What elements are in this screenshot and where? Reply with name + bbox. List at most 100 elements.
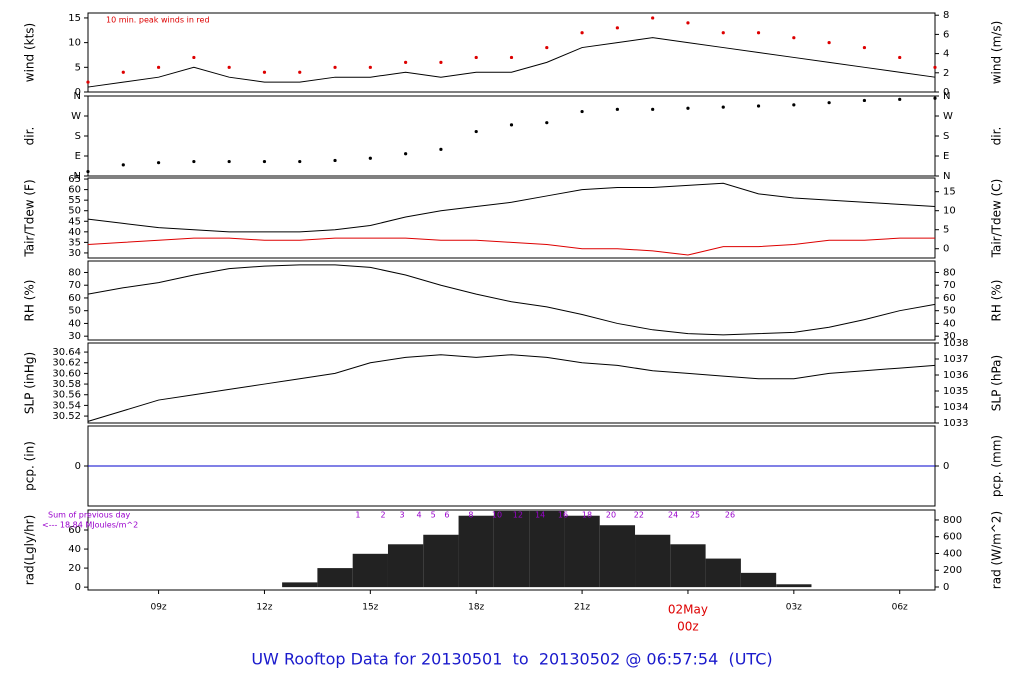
y-tick-label: 50 [68,306,81,317]
y-tick-label: 30 [68,331,81,342]
hour-mark: 6 [444,511,449,520]
y2-tick-label: 4 [943,49,949,60]
hour-mark: 20 [606,511,616,520]
y-tick-label: 40 [68,318,81,329]
y-tick-label: 60 [68,525,81,536]
y-tick-label: 65 [68,174,81,185]
x-tick-label: 18z [468,603,484,613]
y-tick-label: 30.58 [52,379,81,390]
point [474,55,478,60]
y2-axis-label: Tair/Tdew (C) [990,179,1004,259]
y-axis-label: pcp. (in) [23,441,37,491]
y-tick-label: 30.62 [52,358,81,369]
point [862,98,867,103]
y-axis-label: rad(Lgly/hr) [23,515,37,586]
point [86,169,90,174]
y-tick-label: W [71,111,81,122]
y2-axis-label: rad (W/m^2) [990,511,1004,589]
x-tick-label: 12z [256,603,272,613]
hour-mark: 14 [535,511,545,520]
bar [387,544,424,588]
y-tick-label: N [74,171,81,182]
hour-mark: 2 [380,511,385,520]
point [756,31,761,35]
hour-mark: 4 [416,511,421,520]
date-label: 02May [668,603,708,617]
series-line [87,182,936,233]
x-tick-label: 21z [574,603,590,613]
y2-tick-label: 1035 [943,386,968,397]
bar [493,510,530,588]
y2-axis-label: pcp. (mm) [990,435,1004,497]
point [474,129,478,134]
point [439,60,443,64]
bar [740,572,777,588]
y2-tick-label: 1037 [943,354,968,365]
hour-mark: 18 [582,511,592,520]
point [792,36,796,40]
point [227,159,231,164]
y2-tick-label: 70 [943,280,956,291]
y-axis-label: SLP (inHg) [23,352,37,414]
y-tick-label: 30.56 [52,390,81,401]
point [509,123,514,127]
bar [776,584,812,588]
point [933,65,937,69]
point [121,163,125,167]
y2-tick-label: 200 [943,565,962,576]
panel-frame [87,509,936,591]
point [615,26,619,30]
point [580,31,584,35]
point [86,80,90,84]
y2-tick-label: 600 [943,532,962,543]
y-tick-label: 5 [75,62,81,73]
point [615,107,619,111]
series-line [87,354,936,422]
point [333,65,337,69]
point [368,156,372,160]
y-tick-label: 60 [68,293,81,304]
y-tick-label: 60 [68,185,81,196]
hour-mark: 5 [431,511,436,520]
y-axis-label: dir. [23,127,37,146]
y-tick-label: E [75,151,81,162]
hour-mark: 8 [468,511,473,520]
point [580,109,584,114]
y-axis-label: RH (%) [23,280,37,322]
y-tick-label: 10 [68,38,81,49]
y2-tick-label: 8 [943,10,949,21]
y-tick-label: 30.64 [52,347,81,358]
series-line [87,264,936,336]
y2-tick-label: 1038 [943,338,968,349]
point [651,16,655,20]
y2-tick-label: 6 [943,29,949,40]
point [156,65,161,69]
hour-mark: 16 [558,511,568,520]
bar [317,568,353,588]
panel-frame [87,260,936,341]
bar [670,544,706,588]
panel-frame [87,12,936,93]
y2-tick-label: 1033 [943,418,968,429]
point [545,121,549,125]
y-tick-label: 0 [75,582,81,593]
point [827,41,831,45]
point [651,107,655,111]
bar [705,558,741,588]
bar [352,553,388,588]
hour-mark: 22 [634,511,644,520]
hour-mark: 25 [690,511,700,520]
hour-mark: 10 [492,511,502,520]
y2-tick-label: 0 [943,87,949,98]
page-title: UW Rooftop Data for 20130501 to 20130502… [251,650,772,669]
point [439,147,443,151]
y-tick-label: 70 [68,280,81,291]
hour-mark: 26 [725,511,735,520]
y2-tick-label: 60 [943,293,956,304]
y-tick-label: 0 [75,87,81,98]
hour-mark: 3 [400,511,405,520]
y-tick-label: 0 [75,461,81,472]
y2-axis-label: RH (%) [990,280,1004,322]
y-tick-label: 80 [68,267,81,278]
x-tick-label: 00z [677,620,699,634]
